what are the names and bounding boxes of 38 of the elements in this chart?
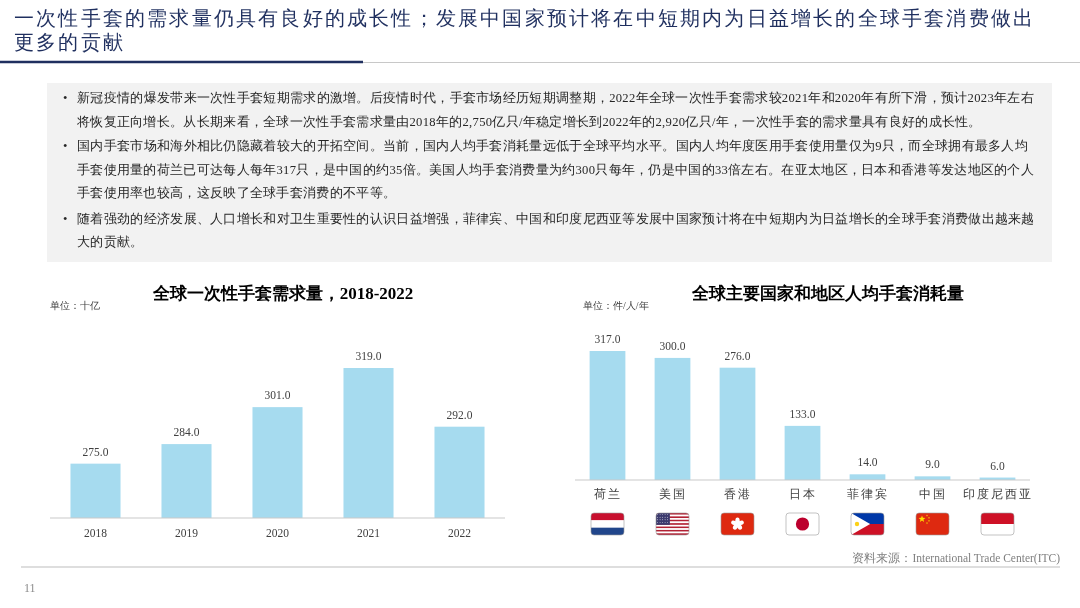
bar	[589, 351, 626, 480]
text: • 随着强劲的经济发展、人口增长和对卫生重要性的认识日益增强，菲律宾、中国和印度尼西亚等发展中国家预计将在中短期内为日益增长的全球手套消费做出越来越大的贡献。	[63, 210, 1036, 251]
data-label: 14.0	[857, 456, 878, 469]
x-tick-label: 2018	[84, 527, 108, 539]
x-tick-label: 2021	[357, 527, 381, 539]
data-label: 319.0	[355, 350, 382, 362]
bar	[784, 425, 821, 480]
bar	[654, 357, 691, 480]
text: 11	[24, 581, 36, 595]
text: 一次性手套的需求量仍具有良好的成长性；发展中国家预计将在中短期内为日益增长的全球手套消费做出更多的贡献	[14, 6, 1037, 54]
x-tick-label: 香港	[723, 488, 752, 500]
y-axis-title: 单位：件/人/年	[583, 300, 649, 311]
x-tick-label: 2020	[266, 527, 290, 539]
x-tick-label: 美国	[658, 487, 687, 500]
x-tick-label: 2022	[448, 527, 472, 539]
text: 资料来源：International Trade Center(ITC)	[852, 552, 1061, 565]
data-label: 292.0	[446, 408, 473, 421]
data-label: 6.0	[990, 459, 1005, 472]
data-label: 133.0	[789, 407, 816, 420]
x-tick-label: 2019	[175, 527, 199, 539]
data-label: 276.0	[724, 349, 751, 362]
data-label: 301.0	[264, 389, 291, 402]
x-tick-label: 印度尼西亚	[962, 487, 1033, 500]
x-tick-label: 荷兰	[593, 487, 622, 500]
data-label: 284.0	[173, 426, 200, 439]
x-tick-label: 中国	[918, 488, 947, 500]
chart-title: 全球主要国家和地区人均手套消耗量	[691, 284, 964, 303]
x-tick-label: 菲律宾	[846, 487, 889, 500]
data-label: 300.0	[659, 339, 686, 352]
bar	[719, 367, 756, 480]
chart-title: 全球一次性手套需求量，2018-2022	[151, 284, 414, 303]
text: • 国内手套市场和海外相比仍隐藏着较大的开拓空间。当前，国内人均手套消耗量远低于全球平均水平。国内人均年度医用手套使用量仅为9只，而全球拥有最多人均手套使用量的荷兰已可达每人每年317只，是中国的约35倍。美国人均手套消费量为约300只每年，仍是中国的33倍左右。在亚太地区，日本和香港等发达地区的个人手套使用率也较高，这反映了全球手套消费的不平等。	[63, 138, 1036, 202]
data-label: 9.0	[925, 458, 940, 471]
x-tick-label: 日本	[788, 488, 817, 500]
data-label: 317.0	[594, 333, 621, 345]
text: • 新冠疫情的爆发带来一次性手套短期需求的激增。后疫情时代，手套市场经历短期调整期，2022年全球一次性手套需求较2021年和2020年有所下滑，预计2023年左右将恢复正向增长。从长期来看，全球一次性手套需求量由2018年的2,750亿只/年稳定增长到2022年的2,920亿只/年，一次性手套的需求量具有良好的成长性。	[63, 90, 1035, 131]
data-label: 275.0	[82, 445, 109, 458]
y-axis-title: 单位：十亿	[50, 300, 100, 311]
